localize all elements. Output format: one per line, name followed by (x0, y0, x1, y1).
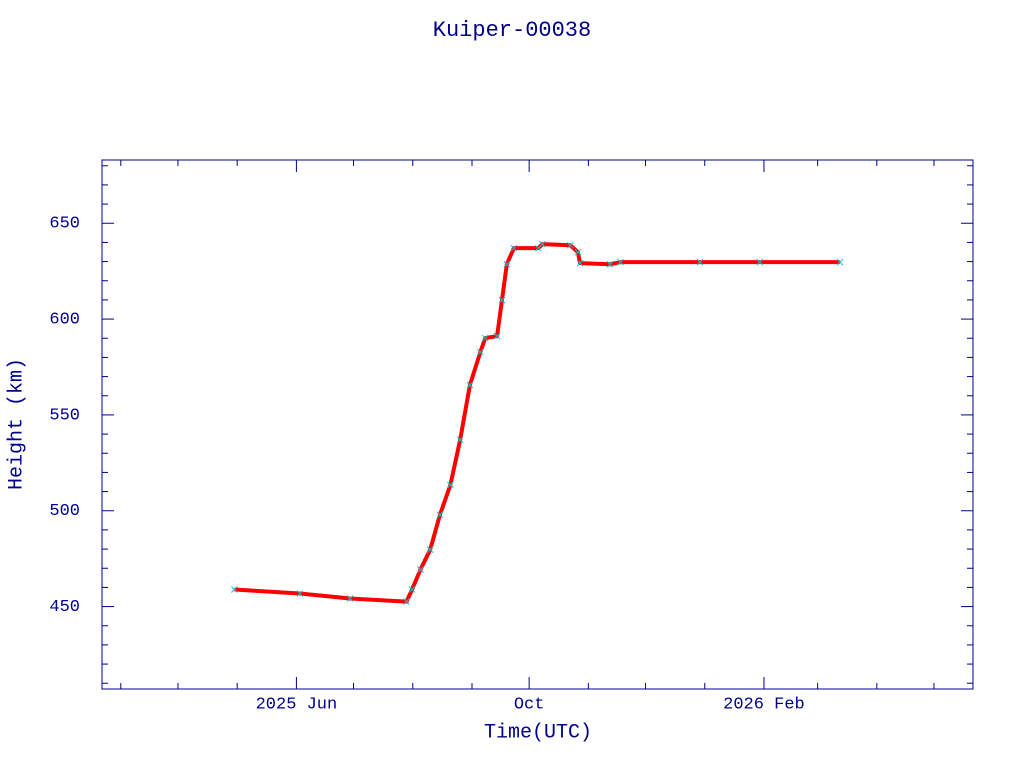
point-marker (426, 546, 434, 554)
y-axis-label: Height (km) (5, 358, 28, 490)
point-marker (231, 586, 238, 593)
point-marker (466, 381, 474, 389)
point-marker (617, 258, 624, 266)
point-marker (756, 258, 764, 266)
y-tick-label: 500 (49, 502, 80, 521)
x-tick-label: 2026 Feb (723, 695, 805, 714)
point-marker (436, 511, 444, 519)
height-line (234, 242, 840, 604)
point-marker (574, 248, 582, 256)
point-marker (539, 240, 546, 248)
y-tick-label: 450 (49, 598, 80, 617)
point-marker (836, 258, 844, 266)
x-tick-label: 2025 Jun (256, 695, 338, 714)
y-tick-label: 650 (49, 215, 80, 234)
point-marker (481, 334, 489, 342)
point-marker (296, 590, 304, 597)
point-marker (447, 481, 454, 489)
point-marker (493, 332, 501, 340)
point-marker (403, 598, 410, 605)
point-marker (576, 259, 584, 267)
point-marker (477, 348, 484, 356)
point-marker (408, 586, 416, 593)
y-tick-label: 600 (49, 311, 80, 330)
point-marker (498, 296, 506, 304)
point-marker (346, 595, 354, 602)
point-marker (606, 260, 614, 268)
x-axis-label: Time(UTC) (484, 721, 592, 744)
point-marker (503, 260, 511, 268)
chart-title: Kuiper-00038 (433, 18, 591, 43)
point-marker (456, 436, 464, 444)
x-tick-label: Oct (514, 695, 545, 714)
point-marker (696, 258, 704, 266)
point-marker (417, 566, 424, 573)
point-marker (566, 241, 574, 249)
point-marker (510, 244, 518, 252)
y-tick-label: 550 (49, 406, 80, 425)
plot-frame (101, 159, 974, 690)
